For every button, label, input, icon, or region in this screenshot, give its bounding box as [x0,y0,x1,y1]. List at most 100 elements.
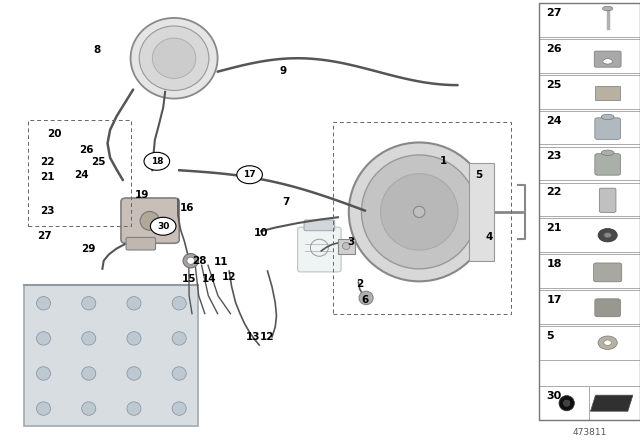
FancyBboxPatch shape [539,254,640,288]
FancyBboxPatch shape [539,386,589,420]
Ellipse shape [602,6,612,11]
FancyBboxPatch shape [589,386,640,420]
Circle shape [150,217,176,235]
FancyBboxPatch shape [539,111,640,144]
Text: 14: 14 [202,274,216,284]
Text: 15: 15 [182,274,196,284]
Ellipse shape [127,402,141,415]
Ellipse shape [413,206,425,217]
Ellipse shape [601,150,614,155]
Text: 7: 7 [282,198,290,207]
Text: 30: 30 [547,391,562,401]
Ellipse shape [127,297,141,310]
Text: 2: 2 [356,280,364,289]
Polygon shape [591,395,633,411]
Ellipse shape [152,38,196,78]
Text: 5: 5 [547,331,554,340]
Text: 25: 25 [547,80,562,90]
Text: 12: 12 [260,332,275,342]
Ellipse shape [82,297,96,310]
FancyBboxPatch shape [24,285,198,426]
Ellipse shape [36,402,51,415]
Ellipse shape [359,291,373,305]
FancyBboxPatch shape [126,237,156,250]
FancyBboxPatch shape [539,3,640,37]
Text: 26: 26 [79,145,93,155]
Text: 16: 16 [180,203,195,213]
Text: 11: 11 [214,257,228,267]
Ellipse shape [187,257,195,264]
FancyBboxPatch shape [121,198,179,243]
FancyBboxPatch shape [539,39,640,73]
Ellipse shape [127,332,141,345]
Ellipse shape [36,297,51,310]
Text: 18: 18 [150,157,163,166]
Ellipse shape [36,332,51,345]
Text: 23: 23 [547,151,562,161]
Text: 27: 27 [547,8,562,18]
FancyBboxPatch shape [599,188,616,212]
Ellipse shape [563,400,570,406]
FancyBboxPatch shape [594,51,621,67]
Text: 8: 8 [93,45,101,55]
Ellipse shape [172,367,186,380]
Ellipse shape [598,228,617,242]
Ellipse shape [183,254,198,268]
FancyBboxPatch shape [539,218,640,252]
Ellipse shape [82,367,96,380]
Ellipse shape [380,174,458,250]
FancyBboxPatch shape [539,182,640,216]
Text: 30: 30 [157,222,170,231]
Text: 12: 12 [222,272,236,282]
Ellipse shape [603,59,612,64]
FancyBboxPatch shape [539,75,640,108]
Ellipse shape [172,402,186,415]
Ellipse shape [127,367,141,380]
Text: 27: 27 [38,231,52,241]
Text: 17: 17 [547,295,562,305]
Ellipse shape [362,155,477,269]
FancyBboxPatch shape [539,326,640,359]
FancyBboxPatch shape [298,227,341,272]
Text: 23: 23 [40,206,54,215]
FancyBboxPatch shape [539,147,640,180]
FancyBboxPatch shape [338,239,355,254]
FancyBboxPatch shape [304,220,335,231]
Text: 25: 25 [91,157,105,167]
Text: 24: 24 [547,116,562,125]
Ellipse shape [604,233,611,238]
Text: 473811: 473811 [572,428,607,437]
Ellipse shape [82,402,96,415]
FancyBboxPatch shape [595,154,620,175]
Text: 17: 17 [243,170,256,179]
FancyBboxPatch shape [595,86,620,100]
Text: 21: 21 [547,223,562,233]
Text: 5: 5 [475,170,483,180]
Circle shape [237,166,262,184]
FancyBboxPatch shape [595,118,620,139]
Text: 6: 6 [362,295,369,305]
Ellipse shape [36,367,51,380]
Text: 1: 1 [440,156,447,166]
Text: 13: 13 [246,332,260,342]
Ellipse shape [172,332,186,345]
Ellipse shape [349,142,490,281]
Text: 21: 21 [40,172,54,182]
Ellipse shape [604,340,611,345]
Text: 22: 22 [547,187,562,197]
Text: 26: 26 [547,44,562,54]
Text: 28: 28 [193,256,207,266]
Text: 29: 29 [81,244,95,254]
Ellipse shape [601,114,614,120]
Ellipse shape [342,242,350,250]
FancyBboxPatch shape [539,290,640,323]
Text: 24: 24 [74,170,88,180]
Text: 20: 20 [47,129,61,139]
Ellipse shape [598,336,617,349]
FancyBboxPatch shape [468,163,495,261]
Ellipse shape [131,18,218,99]
FancyBboxPatch shape [595,299,620,317]
Text: 22: 22 [40,157,54,167]
Text: 9: 9 [280,66,287,76]
Ellipse shape [82,332,96,345]
